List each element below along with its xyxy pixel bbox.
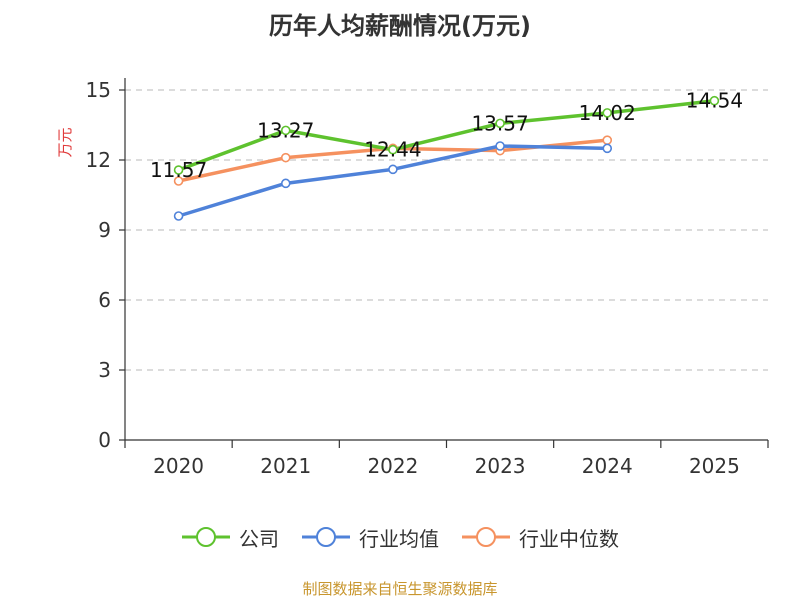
- data-label: 11.57: [150, 158, 207, 182]
- x-tick-label: 2023: [475, 454, 526, 478]
- data-label: 13.57: [471, 111, 528, 135]
- legend-label: 行业均值: [359, 526, 439, 551]
- legend: 公司 行业均值 行业中位数: [0, 520, 800, 554]
- data-labels: 11.57 13.27 12.44 13.57 14.02 14.54: [150, 89, 743, 182]
- y-tick-label: 0: [98, 428, 111, 452]
- data-point: [388, 144, 398, 155]
- y-tick-label: 6: [98, 288, 111, 312]
- legend-item[interactable]: 公司: [181, 523, 279, 552]
- legend-item[interactable]: 行业中位数: [461, 523, 619, 552]
- x-tick-label: 2025: [689, 454, 740, 478]
- legend-label: 行业中位数: [519, 526, 619, 551]
- data-label: 14.02: [579, 101, 636, 125]
- legend-label: 公司: [239, 526, 279, 551]
- chart-title: 历年人均薪酬情况(万元): [269, 12, 531, 40]
- axes: 0 3 6 9 12 15 万元 2020 2021 2022 2023 2024 2025: [56, 78, 769, 478]
- data-point: [602, 135, 613, 145]
- x-tick-label: 2022: [367, 454, 418, 478]
- y-tick-label: 3: [98, 358, 111, 382]
- data-point: [280, 178, 291, 189]
- data-point: [495, 118, 505, 129]
- data-point: [602, 108, 613, 118]
- x-tick-label: 2020: [153, 454, 204, 478]
- y-tick-label: 9: [98, 218, 111, 242]
- data-label: 12.44: [364, 138, 421, 162]
- y-axis-label: 万元: [56, 127, 74, 157]
- data-point: [709, 95, 720, 106]
- data-point: [280, 152, 291, 163]
- x-tick-label: 2021: [260, 454, 311, 478]
- series-lines: [173, 95, 720, 221]
- data-point: [173, 165, 184, 175]
- data-point: [495, 141, 505, 151]
- legend-swatch: [182, 527, 230, 547]
- data-point: [280, 125, 291, 136]
- y-tick-label: 12: [86, 148, 111, 172]
- data-point: [173, 176, 184, 186]
- legend-item[interactable]: 行业均值: [301, 523, 439, 552]
- source-note: 制图数据来自恒生聚源数据库: [302, 580, 498, 598]
- y-tick-label: 15: [86, 78, 111, 102]
- data-point: [602, 143, 613, 154]
- x-tick-label: 2024: [582, 454, 633, 478]
- data-label: 13.27: [257, 118, 314, 142]
- grid-lines: [125, 89, 768, 371]
- data-point: [173, 211, 184, 221]
- series-line: [177, 98, 715, 172]
- data-label: 14.54: [686, 89, 743, 113]
- data-point: [388, 164, 398, 175]
- legend-swatch: [462, 527, 510, 547]
- legend-swatch: [302, 527, 350, 547]
